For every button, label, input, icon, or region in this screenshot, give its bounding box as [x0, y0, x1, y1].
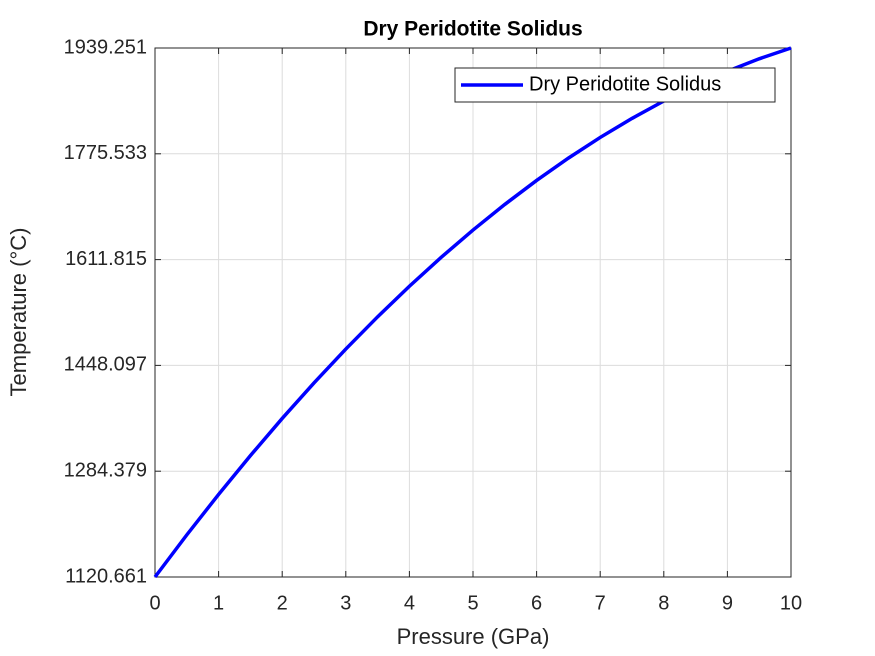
x-tick-label: 2: [277, 592, 288, 614]
y-tick-label: 1284.379: [64, 459, 147, 481]
x-tick-label: 6: [531, 592, 542, 614]
y-tick-label: 1448.097: [64, 354, 147, 376]
legend-label: Dry Peridotite Solidus: [529, 73, 721, 95]
x-axis-label: Pressure (GPa): [397, 624, 550, 649]
x-tick-label: 0: [149, 592, 160, 614]
y-axis-label: Temperature (°C): [6, 228, 31, 397]
y-tick-label: 1939.251: [64, 36, 147, 58]
x-tick-label: 4: [404, 592, 415, 614]
y-tick-label: 1611.815: [65, 248, 147, 270]
y-tick-label: 1775.533: [64, 142, 147, 164]
x-tick-label: 9: [722, 592, 733, 614]
plot-frame: [154, 47, 792, 578]
x-tick-label: 10: [780, 592, 802, 614]
x-tick-label: 7: [595, 592, 606, 614]
x-tick-label: 8: [658, 592, 669, 614]
y-tick-label: 1120.661: [65, 565, 147, 587]
x-tick-label: 5: [467, 592, 478, 614]
x-tick-label: 3: [340, 592, 351, 614]
chart-title: Dry Peridotite Solidus: [363, 18, 582, 41]
x-tick-label: 1: [213, 592, 224, 614]
legend: Dry Peridotite Solidus: [454, 67, 776, 103]
